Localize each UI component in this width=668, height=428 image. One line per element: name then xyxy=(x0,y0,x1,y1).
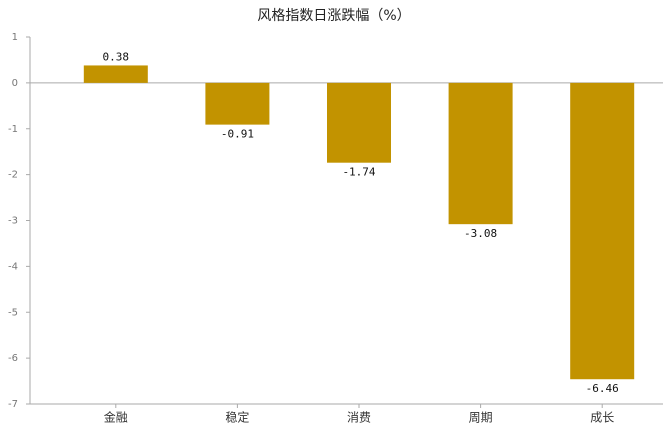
y-tick-label: 1 xyxy=(12,32,18,43)
bar xyxy=(83,65,148,83)
x-tick-label: 成长 xyxy=(590,411,614,425)
value-label: -0.91 xyxy=(221,128,254,141)
y-tick-label: -1 xyxy=(8,124,18,135)
value-label: -3.08 xyxy=(464,227,497,240)
y-tick-label: -2 xyxy=(8,170,18,181)
y-tick-label: -7 xyxy=(8,399,18,410)
x-tick-label: 消费 xyxy=(347,411,371,425)
y-tick-label: -6 xyxy=(8,353,18,364)
bar xyxy=(448,82,513,225)
chart-title: 风格指数日涨跌幅（%） xyxy=(257,8,410,24)
y-tick-label: -5 xyxy=(8,307,18,318)
y-tick-label: -4 xyxy=(8,261,18,272)
x-tick-label: 周期 xyxy=(469,411,493,425)
value-label: -1.74 xyxy=(342,166,375,179)
bar xyxy=(570,82,635,380)
y-tick-label: 0 xyxy=(12,78,18,89)
y-tick-label: -3 xyxy=(8,216,18,227)
value-label: -6.46 xyxy=(586,382,619,395)
x-tick-label: 金融 xyxy=(104,410,128,425)
bar xyxy=(327,82,391,163)
x-tick-label: 稳定 xyxy=(225,410,249,425)
bar xyxy=(205,82,270,125)
value-label: 0.38 xyxy=(103,50,130,63)
